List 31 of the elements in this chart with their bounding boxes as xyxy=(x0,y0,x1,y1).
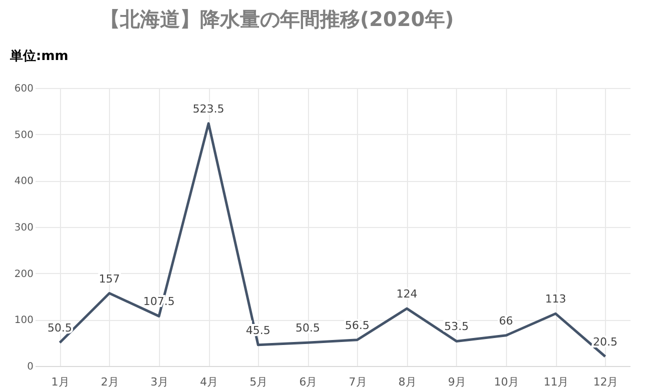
x-tick-label: 9月 xyxy=(448,376,466,388)
x-tick-label: 12月 xyxy=(593,376,618,388)
x-tick-label: 4月 xyxy=(200,376,218,388)
chart-title: 【北海道】降水量の年間推移(2020年) xyxy=(100,7,454,31)
data-label: 124 xyxy=(396,288,418,301)
data-label: 50.5 xyxy=(48,322,72,335)
data-label: 66 xyxy=(499,314,514,328)
data-label: 523.5 xyxy=(192,102,224,116)
x-tick-label: 2月 xyxy=(100,376,119,388)
x-tick-label: 1月 xyxy=(51,376,70,388)
y-tick-label: 500 xyxy=(14,130,34,141)
x-tick-label: 11月 xyxy=(544,376,569,388)
y-axis-title: 単位:mm xyxy=(9,49,68,64)
y-tick-label: 600 xyxy=(14,84,34,94)
data-label: 113 xyxy=(545,292,566,306)
x-tick-label: 5月 xyxy=(250,376,268,388)
y-tick-label: 300 xyxy=(14,222,34,234)
data-label: 53.5 xyxy=(444,320,469,334)
data-label: 157 xyxy=(98,272,120,286)
data-label: 50.5 xyxy=(295,322,320,335)
x-tick-label: 10月 xyxy=(494,376,520,388)
y-tick-label: 200 xyxy=(14,268,34,280)
x-tick-label: 7月 xyxy=(348,376,367,388)
x-tick-label: 3月 xyxy=(150,376,168,388)
data-label: 56.5 xyxy=(345,318,370,332)
y-tick-label: 400 xyxy=(14,176,34,188)
x-tick-label: 8月 xyxy=(398,376,416,388)
y-tick-label: 100 xyxy=(14,315,34,326)
data-label: 20.5 xyxy=(592,336,618,348)
y-tick-label: 0 xyxy=(27,362,34,372)
x-tick-label: 6月 xyxy=(299,376,318,388)
